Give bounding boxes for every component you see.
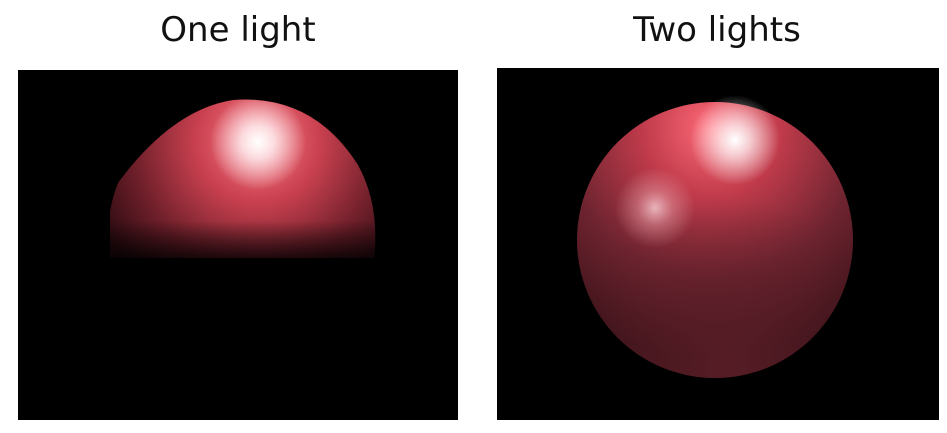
two-lights-sphere [577,95,853,378]
two-lights-sphere-svg [577,95,853,378]
panel-title-two-lights: Two lights [633,10,801,50]
panel-title-one-light: One light [160,10,316,50]
specular-highlight-primary [690,95,780,185]
specular-highlight-secondary [615,168,695,248]
one-light-render-panel [18,70,458,420]
two-lights-render-panel [497,68,939,420]
one-light-sphere [110,99,376,258]
one-light-sphere-svg [110,99,376,258]
